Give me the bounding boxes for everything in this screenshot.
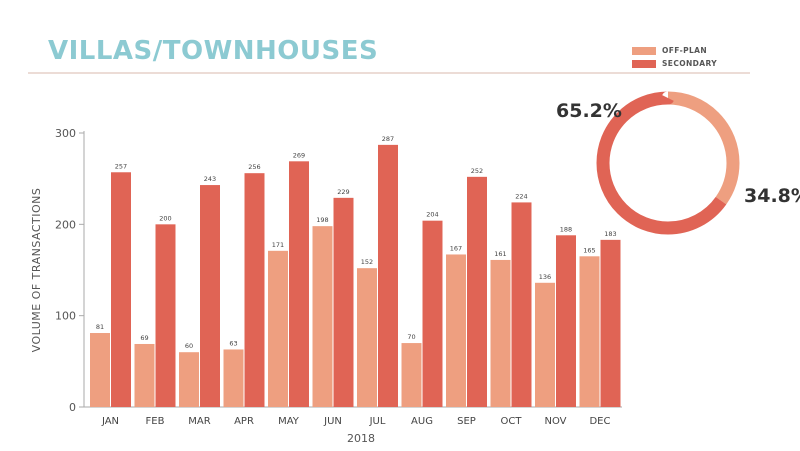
bar-off-plan-jan xyxy=(90,333,110,407)
data-label: 81 xyxy=(96,323,104,331)
y-tick-label: 0 xyxy=(69,401,76,414)
x-tick-label: JAN xyxy=(101,416,119,427)
bar-off-plan-apr xyxy=(223,349,244,407)
x-tick-label: MAY xyxy=(278,416,300,427)
x-tick-label: AUG xyxy=(411,416,433,427)
x-tick-label: NOV xyxy=(544,416,566,427)
legend-label-off-plan: OFF-PLAN xyxy=(662,46,708,55)
y-tick-label: 200 xyxy=(55,218,76,231)
bar-off-plan-sep xyxy=(446,254,466,407)
data-label: 256 xyxy=(248,163,260,171)
bar-off-plan-aug xyxy=(401,343,422,407)
bar-secondary-jul xyxy=(378,144,398,407)
bar-secondary-jan xyxy=(111,172,131,407)
bar-secondary-oct xyxy=(511,202,532,407)
bar-secondary-feb xyxy=(155,224,176,407)
data-label: 165 xyxy=(583,246,595,254)
legend: OFF-PLAN SECONDARY xyxy=(632,44,717,70)
data-label: 152 xyxy=(361,258,373,266)
bar-secondary-may xyxy=(289,161,309,407)
bar-secondary-nov xyxy=(556,235,576,407)
data-label: 171 xyxy=(272,241,284,249)
x-tick-label: JUL xyxy=(369,416,386,427)
legend-label-secondary: SECONDARY xyxy=(662,59,718,68)
data-label: 224 xyxy=(515,192,527,200)
bar-secondary-dec xyxy=(600,239,621,407)
donut-chart: 34.8% 65.2% xyxy=(556,91,800,235)
data-label: 252 xyxy=(471,167,483,175)
data-label: 63 xyxy=(229,339,237,347)
chart-bars xyxy=(90,144,621,407)
legend-swatch-secondary xyxy=(632,59,656,68)
data-label: 188 xyxy=(560,225,572,233)
data-label: 69 xyxy=(140,334,148,342)
data-label: 204 xyxy=(426,211,438,219)
bar-off-plan-dec xyxy=(579,256,600,407)
bar-secondary-apr xyxy=(244,173,265,407)
bar-off-plan-mar xyxy=(179,352,199,407)
bar-off-plan-feb xyxy=(134,343,155,407)
bar-secondary-jun xyxy=(333,197,354,407)
donut-slice-secondary xyxy=(596,91,740,235)
x-tick-label: MAR xyxy=(188,416,210,427)
bar-secondary-sep xyxy=(467,176,487,407)
bar-secondary-mar xyxy=(200,185,220,407)
x-axis-label: 2018 xyxy=(347,432,375,445)
data-label: 136 xyxy=(539,273,551,281)
y-axis-label: VOLUME OF TRANSACTIONS xyxy=(30,188,43,353)
data-label: 70 xyxy=(407,333,415,341)
data-label: 269 xyxy=(293,151,305,159)
data-label: 200 xyxy=(159,214,171,222)
donut-label-off-plan: 34.8% xyxy=(744,185,800,207)
x-tick-label: DEC xyxy=(589,416,610,427)
x-tick-label: FEB xyxy=(146,416,165,427)
data-label: 167 xyxy=(450,244,462,252)
legend-swatch-off-plan xyxy=(632,46,656,55)
data-label: 229 xyxy=(337,188,349,196)
bar-off-plan-oct xyxy=(490,259,511,407)
x-tick-label: SEP xyxy=(457,416,476,427)
bar-off-plan-may xyxy=(268,250,288,407)
bar-off-plan-jul xyxy=(357,268,377,407)
data-label: 183 xyxy=(604,230,616,238)
data-label: 257 xyxy=(115,162,127,170)
legend-item-off-plan: OFF-PLAN xyxy=(632,44,717,57)
data-label: 60 xyxy=(185,342,193,350)
legend-item-secondary: SECONDARY xyxy=(632,57,717,70)
title-divider xyxy=(28,72,750,74)
bar-secondary-aug xyxy=(422,220,443,407)
x-tick-label: APR xyxy=(234,416,254,427)
y-tick-label: 100 xyxy=(55,310,76,323)
donut-label-secondary: 65.2% xyxy=(556,100,622,122)
x-tick-label: OCT xyxy=(501,416,523,427)
bar-off-plan-nov xyxy=(535,282,555,407)
data-label: 198 xyxy=(316,216,328,224)
x-tick-label: JUN xyxy=(323,416,342,427)
bar-off-plan-jun xyxy=(312,226,333,407)
data-label: 243 xyxy=(204,175,216,183)
chart-labels: 81 257 JAN 69 200 FEB 60 243 MAR 63 256 APR 171 269 MA… xyxy=(96,135,617,445)
y-tick-label: 300 xyxy=(55,127,76,140)
data-label: 287 xyxy=(382,135,394,143)
data-label: 161 xyxy=(494,250,506,258)
chart-title: VILLAS/TOWNHOUSES xyxy=(48,36,379,66)
